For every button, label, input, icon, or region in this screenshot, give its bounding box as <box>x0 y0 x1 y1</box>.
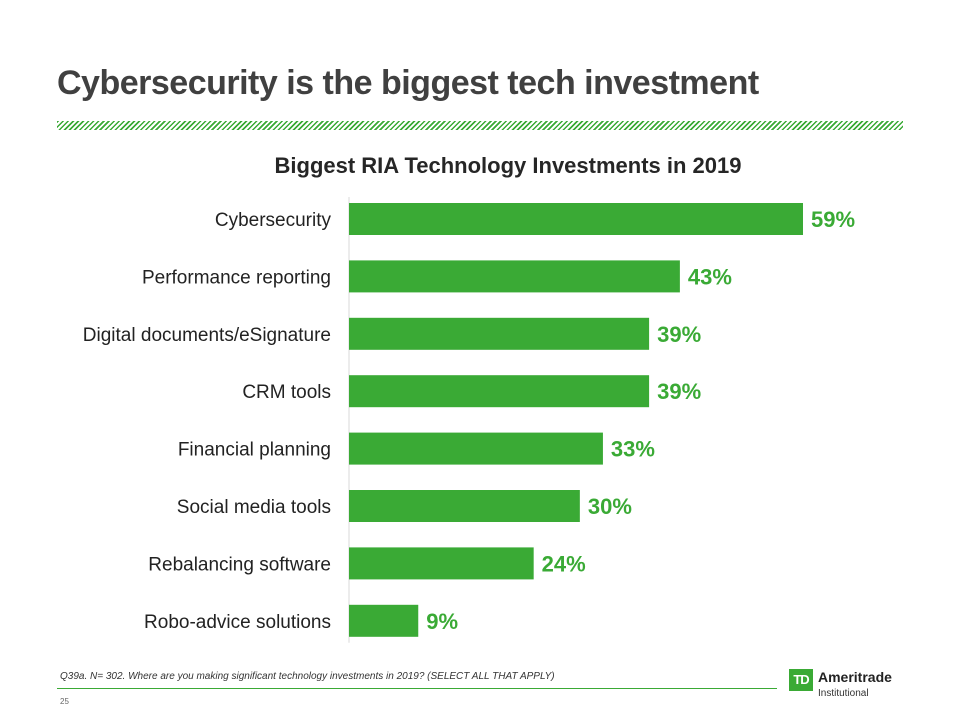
slide-title: Cybersecurity is the biggest tech invest… <box>57 64 759 102</box>
bar <box>349 317 650 350</box>
chart-title: Biggest RIA Technology Investments in 20… <box>275 153 742 178</box>
bar <box>349 260 680 293</box>
footer-rule <box>57 688 777 689</box>
category-label: Performance reporting <box>142 267 331 288</box>
value-label: 30% <box>588 494 632 519</box>
bar <box>349 604 419 637</box>
page-number: 25 <box>60 697 69 706</box>
category-label: Robo-advice solutions <box>144 612 331 633</box>
category-label: Cybersecurity <box>215 210 332 231</box>
value-label: 39% <box>657 379 701 404</box>
bar <box>349 375 650 408</box>
value-label: 9% <box>426 609 458 634</box>
value-label: 59% <box>811 207 855 232</box>
bar <box>349 547 534 580</box>
value-label: 39% <box>657 322 701 347</box>
value-label: 43% <box>688 264 732 289</box>
logo-subtitle: Institutional <box>818 688 869 699</box>
logo-name: Ameritrade <box>818 669 892 685</box>
category-label: CRM tools <box>242 382 331 403</box>
category-label: Financial planning <box>178 440 331 461</box>
bar <box>349 490 580 522</box>
td-logo-mark: TD <box>789 669 813 691</box>
value-label: 33% <box>611 437 655 462</box>
bar <box>349 432 603 465</box>
category-label: Rebalancing software <box>148 554 331 575</box>
value-label: 24% <box>542 551 586 576</box>
category-label: Social media tools <box>177 497 331 518</box>
td-ameritrade-logo: TD Ameritrade Institutional <box>789 667 909 707</box>
bar <box>349 203 803 235</box>
category-label: Digital documents/eSignature <box>83 325 331 346</box>
title-underline-rule <box>57 121 903 130</box>
survey-footnote: Q39a. N= 302. Where are you making signi… <box>60 671 555 682</box>
